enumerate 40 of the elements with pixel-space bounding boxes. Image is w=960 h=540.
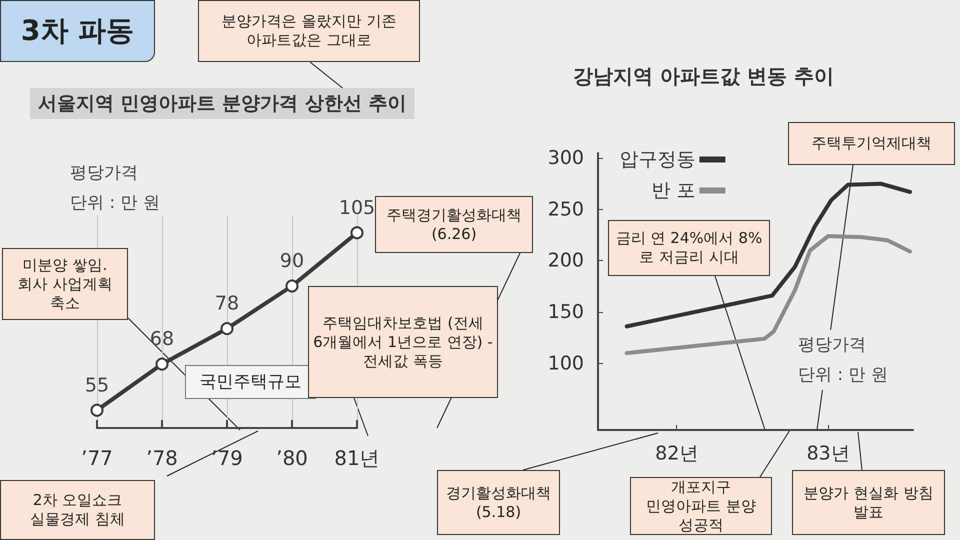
x-tick-label: 81년 [334, 446, 380, 470]
y-tick-label: 100 [548, 352, 584, 374]
data-label: 55 [84, 374, 110, 396]
callout-box: 주택임대차보호법 (전세 6개월에서 1년으로 연장) - 전세값 폭등 [308, 286, 498, 398]
y-tick-label: 200 [548, 250, 584, 272]
data-label: 105 [338, 196, 376, 219]
legend-label: 반 포 [651, 180, 696, 202]
callout-box: 분양가격은 올랐지만 기존 아파트값은 그대로 [198, 0, 420, 62]
y-axis-title: 평당가격 단위 : 만 원 [798, 335, 888, 385]
callout-box: 주택경기활성화대책(6.26) [375, 196, 533, 253]
callout-box: 분양가 현실화 방침 발표 [792, 470, 945, 535]
x-tick-label: ’80 [276, 446, 308, 470]
x-tick-label: ’79 [211, 446, 243, 470]
callout-box: 경기활성화대책 (5.18) [437, 470, 560, 535]
callout-box: 2차 오일쇼크 실물경제 침체 [0, 480, 155, 540]
y-tick-label: 150 [548, 301, 584, 324]
point [350, 226, 364, 240]
callout-box: 개포지구 민영아파트 분양 성공적 [630, 477, 772, 535]
y-tick-label: 300 [548, 147, 584, 170]
data-label: 90 [280, 250, 304, 272]
callout-box: 금리 연 24%에서 8%로 저금리 시대 [608, 220, 770, 276]
x-tick-label: 82년 [655, 442, 698, 464]
data-label: 68 [150, 328, 174, 350]
callout-box: 미분양 쌓임. 회사 사업계획 축소 [2, 248, 128, 320]
data-label: 78 [214, 292, 240, 315]
callout-box: 3차 파동 [0, 0, 155, 62]
point [156, 358, 168, 371]
x-tick-label: ’77 [81, 446, 113, 470]
y-tick-label: 250 [548, 198, 584, 220]
chart-title: 서울지역 민영아파트 분양가격 상한선 추이 [38, 92, 406, 114]
callout-box: 주택투기억제대책 [788, 122, 955, 165]
x-tick-label: 83년 [806, 442, 850, 464]
point [220, 322, 234, 336]
legend-label: 압구정동 [619, 148, 696, 170]
chart-title: 강남지역 아파트값 변동 추이 [573, 64, 834, 88]
callout-box: 국민주택규모 [185, 365, 316, 399]
y-axis-title: 평당가격 단위 : 만 원 [70, 163, 160, 213]
point [90, 404, 104, 417]
x-tick-label: ’78 [146, 446, 178, 470]
point [286, 280, 298, 292]
